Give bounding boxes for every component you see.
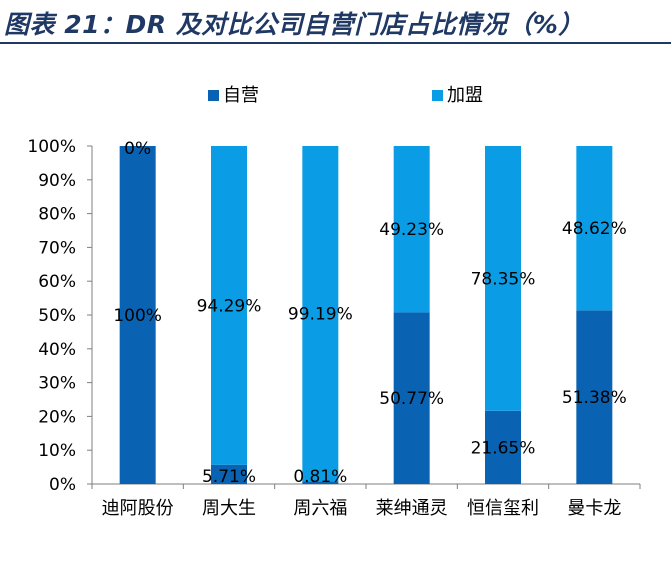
x-tick-label-4: 莱绅通灵: [376, 498, 448, 519]
x-tick-label-6: 曼卡龙: [567, 498, 621, 519]
chart-axes: 0% 10% 20% 30% 40% 50% 60% 70% 80% 90% 100%: [27, 137, 641, 495]
y-tick-label: 10%: [38, 441, 76, 461]
data-label-franchise-6: 48.62%: [562, 219, 627, 239]
bar-franchise-3: [302, 146, 339, 482]
data-label-self-3: 0.81%: [293, 467, 347, 487]
data-label-self-2: 5.71%: [202, 467, 256, 487]
bar-franchise-2: [211, 146, 247, 465]
data-label-self-5: 21.65%: [471, 438, 536, 458]
bar-self-3: [302, 481, 339, 484]
category-labels: 迪阿股份 周大生 周六福 莱绅通灵 恒信玺利 曼卡龙: [102, 498, 622, 519]
chart-bars: [119, 146, 613, 484]
x-tick-label-1: 迪阿股份: [102, 498, 174, 519]
bar-franchise-4: [393, 146, 430, 313]
chart-legend: 自营 加盟: [208, 85, 483, 106]
y-tick-label: 70%: [38, 238, 76, 258]
bar-self-6: [576, 310, 613, 484]
y-tick-label: 80%: [38, 205, 76, 225]
y-tick-label: 0%: [49, 475, 76, 495]
bar-self-1: [119, 146, 156, 484]
data-label-franchise-3: 99.19%: [288, 305, 353, 325]
legend-swatch-2: [432, 90, 443, 101]
x-tick-label-5: 恒信玺利: [467, 498, 539, 519]
figure-header: 图表 21：DR 及对比公司自营门店占比情况（%）: [0, 0, 671, 44]
title-underline: [0, 42, 671, 44]
y-tick-label: 40%: [38, 340, 76, 360]
data-labels: 100% 0% 5.71% 94.29% 0.81% 99.19% 50.77% 49.23%…: [113, 139, 626, 487]
y-tick-label: 90%: [38, 171, 76, 191]
legend-label-2: 加盟: [447, 85, 483, 106]
data-label-franchise-4: 49.23%: [379, 220, 444, 240]
data-label-self-6: 51.38%: [562, 388, 627, 408]
bar-franchise-6: [576, 146, 613, 311]
y-tick-label: 20%: [38, 407, 76, 427]
legend-label-1: 自营: [223, 85, 259, 106]
y-tick-label: 60%: [38, 272, 76, 292]
bar-franchise-5: [485, 146, 521, 411]
x-tick-label-2: 周大生: [202, 498, 256, 519]
bar-self-4: [393, 312, 430, 484]
data-label-franchise-2: 94.29%: [197, 296, 262, 316]
data-label-self-4: 50.77%: [379, 389, 444, 409]
x-tick-label-3: 周六福: [293, 498, 347, 519]
y-tick-label: 30%: [38, 374, 76, 394]
bar-self-5: [485, 410, 521, 484]
bar-self-2: [211, 464, 247, 484]
y-tick-label: 50%: [38, 306, 76, 326]
data-label-self-1: 100%: [113, 306, 162, 326]
stacked-bar-chart: 自营 加盟 0% 10% 20% 30% 40% 50% 60% 70% 80% 90% 100% 1…: [27, 85, 641, 519]
data-label-franchise-1: 0%: [124, 139, 151, 159]
y-tick-label: 100%: [27, 137, 76, 157]
legend-swatch-1: [208, 90, 219, 101]
data-label-franchise-5: 78.35%: [471, 269, 536, 289]
figure-title: 图表 21：DR 及对比公司自营门店占比情况（%）: [4, 10, 584, 39]
